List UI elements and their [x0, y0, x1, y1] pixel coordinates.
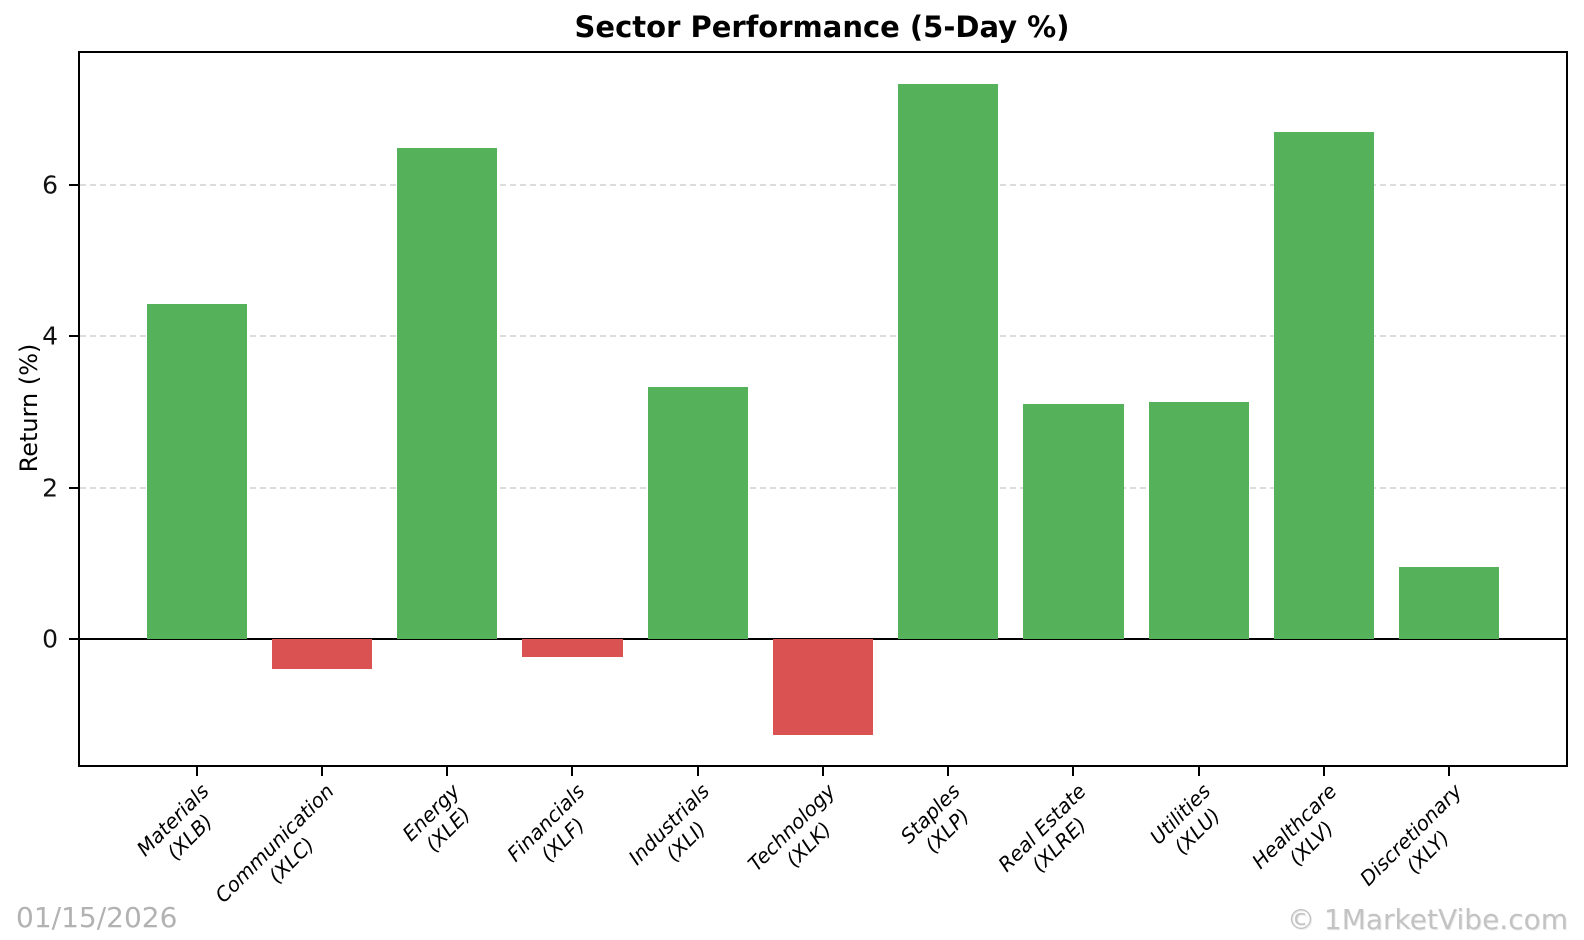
x-tick-xlk	[821, 767, 824, 776]
bar-xlk	[772, 639, 874, 735]
bar-xlc	[271, 639, 372, 669]
chart-title: Sector Performance (5-Day %)	[574, 10, 1070, 44]
x-label-xle: Energy (XLE)	[397, 779, 475, 857]
y-tick-label-6: 6	[42, 170, 58, 200]
bar-xlb	[146, 304, 247, 640]
bar-xle	[397, 148, 498, 640]
x-tick-xli	[696, 767, 699, 776]
category-slot-xli: Industrials (XLI)	[624, 53, 760, 870]
bar-xlre	[1023, 403, 1124, 640]
x-label-xlk: Technology (XLK)	[743, 779, 840, 876]
category-slot-xle: Energy (XLE)	[385, 53, 510, 857]
x-tick-xlv	[1323, 767, 1326, 776]
bar-xlu	[1148, 402, 1249, 640]
y-axis-label: Return (%)	[15, 343, 43, 473]
category-slot-xlk: Technology (XLK)	[743, 53, 885, 876]
category-slot-xly: Discretionary (XLY)	[1355, 53, 1512, 890]
category-slot-xlf: Financials (XLF)	[502, 53, 635, 866]
y-tick-0	[69, 638, 78, 641]
grid-line-4	[80, 335, 1566, 338]
category-slot-xlre: Real Estate (XLRE)	[993, 53, 1136, 877]
x-tick-xly	[1448, 767, 1451, 776]
x-label-xlu: Utilities (XLU)	[1145, 779, 1226, 860]
grid-line-6	[80, 183, 1566, 186]
bars-row: Materials (XLB) Communication (XLC) Energy…	[80, 53, 1566, 907]
date-stamp: 01/15/2026	[16, 901, 178, 934]
x-label-xly: Discretionary (XLY)	[1354, 779, 1467, 891]
bar-xli	[647, 387, 748, 640]
x-label-xlv: Healthcare (XLV)	[1246, 779, 1341, 874]
x-label-xlre: Real Estate (XLRE)	[993, 779, 1091, 877]
grid-line-2	[80, 486, 1566, 489]
x-label-xlp: Staples (XLP)	[896, 779, 975, 858]
x-tick-xlre	[1072, 767, 1075, 776]
y-tick-6	[69, 183, 78, 186]
x-label-xlb: Materials (XLB)	[131, 779, 218, 865]
y-tick-4	[69, 335, 78, 338]
bar-xlp	[898, 84, 999, 640]
plot-canvas: 0 2 4 6 Materials (XLB) Communication (XLC) En…	[42, 53, 1566, 907]
x-label-xlc: Communication (XLC)	[210, 779, 339, 908]
category-slot-xlc: Communication (XLC)	[210, 53, 384, 907]
bar-xlv	[1273, 131, 1375, 640]
x-tick-xlf	[571, 767, 574, 776]
watermark: © 1MarketVibe.com	[1287, 903, 1568, 936]
y-tick-label-2: 2	[42, 473, 58, 503]
x-tick-xlc	[320, 767, 323, 776]
x-tick-xlb	[195, 767, 198, 776]
bar-xly	[1399, 567, 1500, 640]
plot-area: 0 2 4 6 Materials (XLB) Communication (XLC) En…	[42, 51, 1568, 907]
x-tick-xle	[446, 767, 449, 776]
x-label-xli: Industrials (XLI)	[623, 779, 715, 870]
x-tick-xlp	[947, 767, 950, 776]
y-tick-label-4: 4	[42, 321, 58, 351]
category-slot-xlv: Healthcare (XLV)	[1247, 53, 1386, 873]
x-label-xlf: Financials (XLF)	[502, 779, 590, 867]
bar-xlf	[522, 639, 623, 657]
category-slot-xlu: Utilities (XLU)	[1136, 53, 1261, 859]
y-tick-2	[69, 486, 78, 489]
y-tick-label-0: 0	[42, 624, 58, 654]
category-slot-xlp: Staples (XLP)	[886, 53, 1011, 858]
category-slot-xlb: Materials (XLB)	[132, 53, 259, 865]
x-tick-xlu	[1197, 767, 1200, 776]
